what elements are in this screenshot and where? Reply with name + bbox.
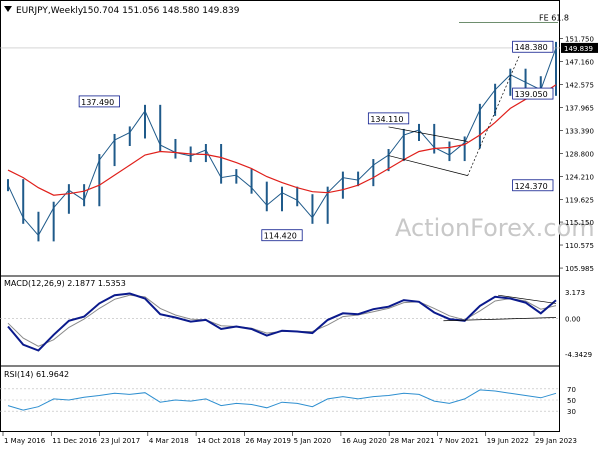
- annotation-label: 134.110: [370, 115, 403, 124]
- rsi-panel: [0, 388, 560, 412]
- annotation-box: [512, 179, 554, 192]
- ma-line: [7, 84, 557, 196]
- macd-tick-label: 3.173: [565, 289, 585, 297]
- symbol-label: EURJPY,Weekly: [16, 6, 84, 16]
- macd-panel: [0, 292, 560, 352]
- price-axis: 105.985 110.575 115.150 119.625 124.210 128.8…: [560, 35, 598, 416]
- macd-tick-label: 0.00: [565, 315, 581, 323]
- last-price-box: [561, 42, 598, 53]
- price-tick-label: 110.575: [565, 242, 594, 250]
- rsi-tick-label: 70: [567, 386, 576, 394]
- time-tick-label: 7 Nov 2021: [438, 437, 478, 445]
- time-tick-label: 1 May 2016: [4, 437, 46, 445]
- time-tick-label: 14 Oct 2018: [197, 437, 240, 445]
- annotation-box: [512, 87, 554, 100]
- price-tick-label: 128.800: [565, 151, 594, 159]
- annotation-box: [367, 112, 410, 125]
- price-tick-label: 115.150: [565, 219, 594, 227]
- time-axis: 1 May 2016 11 Dec 2016 23 Jul 2017 4 Mar 20…: [2, 432, 577, 445]
- time-tick-label: 23 Jul 2017: [101, 437, 141, 445]
- annotation-box: [78, 95, 120, 108]
- time-tick-label: 26 May 2019: [245, 437, 291, 445]
- rsi-tick-label: 50: [567, 397, 576, 405]
- annotation-box: [261, 229, 303, 242]
- trend-line-upper: [388, 126, 468, 142]
- fe-label: FE 61.8: [539, 14, 569, 23]
- rsi-tick-label: 30: [567, 408, 576, 416]
- price-tick-label: 137.965: [565, 105, 594, 113]
- price-tick-label: 119.625: [565, 197, 594, 205]
- annotation-label: 148.380: [515, 43, 548, 52]
- time-tick-label: 29 Jan 2023: [535, 437, 577, 445]
- chart-frame: [0, 0, 560, 432]
- macd-line: [7, 292, 557, 352]
- projection-line: [467, 55, 520, 176]
- time-tick-label: 16 Aug 2020: [342, 437, 387, 445]
- trend-line-lower: [388, 155, 468, 176]
- time-tick-label: 5 Jan 2020: [294, 437, 332, 445]
- time-tick-label: 28 Mar 2021: [390, 437, 434, 445]
- time-tick-label: 19 Jun 2022: [487, 437, 529, 445]
- macd-tick-label: -4.3429: [565, 351, 592, 359]
- rsi-title: RSI(14) 61.9642: [4, 370, 69, 379]
- price-tick-label: 133.390: [565, 127, 594, 135]
- annotation-label: 114.420: [264, 232, 297, 241]
- watermark: ActionForex.com: [395, 214, 595, 242]
- time-tick-label: 4 Mar 2018: [149, 437, 189, 445]
- macd-signal-line: [7, 294, 557, 347]
- macd-title: MACD(12,26,9) 2.1877 1.5353: [4, 279, 126, 288]
- price-tick-label: 105.985: [565, 265, 594, 273]
- price-tick-label: 147.160: [565, 58, 594, 66]
- price-line: [7, 47, 557, 237]
- ohlc-label: 150.704 151.056 148.580 149.839: [82, 6, 240, 16]
- annotation-label: 124.370: [515, 182, 548, 191]
- macd-trend-upper: [498, 294, 557, 304]
- annotation-label: 139.050: [515, 90, 548, 99]
- dropdown-triangle-icon[interactable]: [4, 6, 12, 12]
- price-tick-label: 151.750: [565, 35, 594, 43]
- price-tick-label: 142.575: [565, 81, 594, 89]
- price-panel: 137.490 114.420 134.110 124.370 148.380 139.0…: [0, 14, 569, 242]
- time-tick-label: 11 Dec 2016: [52, 437, 97, 445]
- annotation-label: 137.490: [81, 98, 114, 107]
- rsi-line: [7, 389, 557, 411]
- price-tick-label: 124.210: [565, 174, 594, 182]
- annotation-box: [512, 40, 554, 53]
- macd-trend-lower: [443, 317, 557, 322]
- last-price-label: 149.839: [564, 45, 593, 53]
